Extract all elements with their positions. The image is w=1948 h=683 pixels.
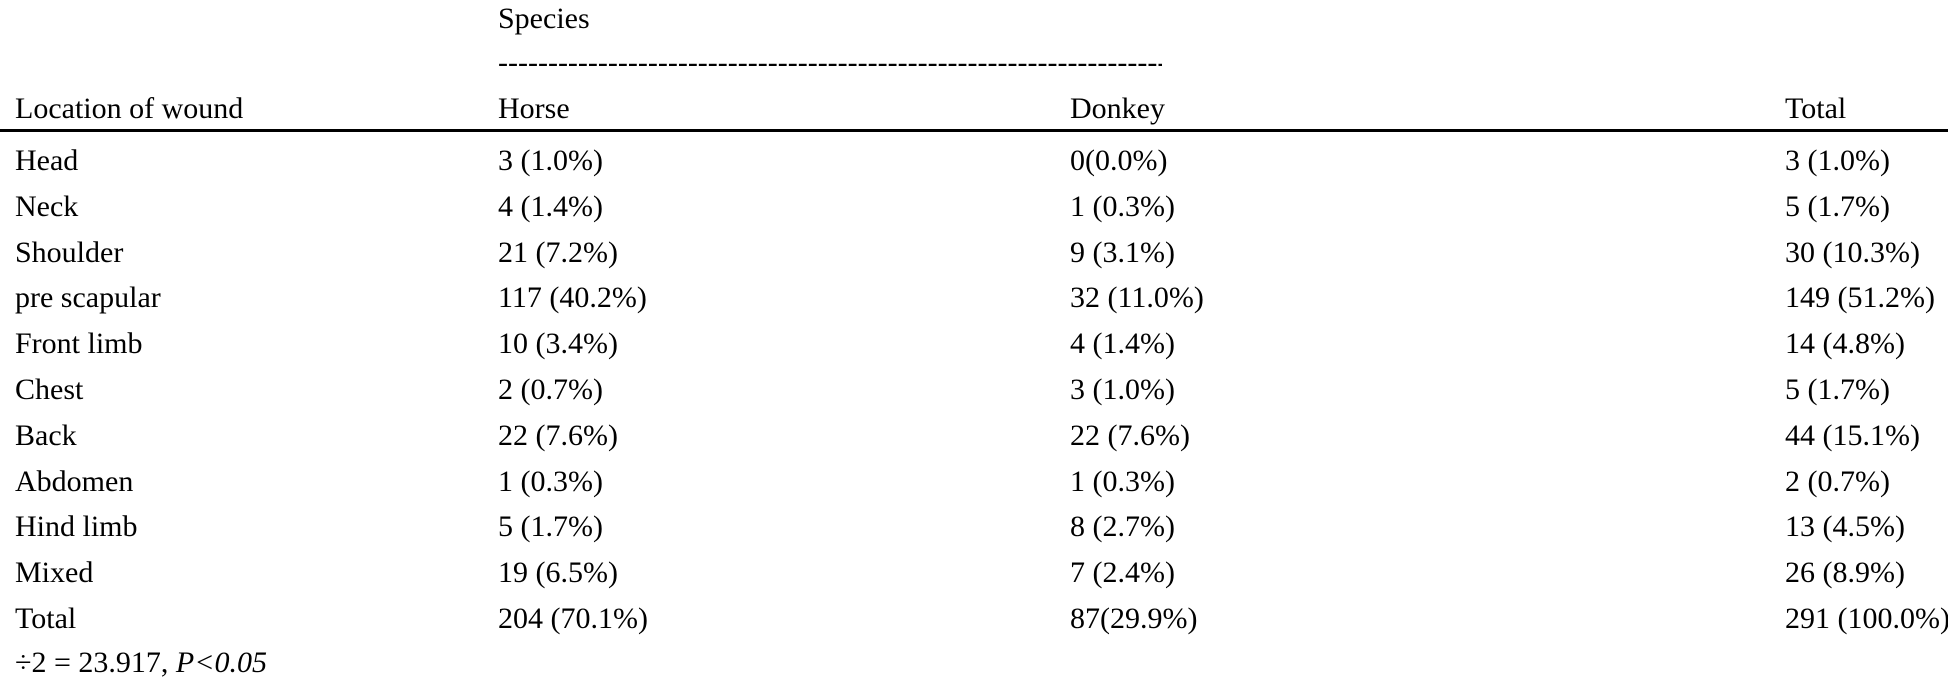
row-horse-value: 3 (1.0%)	[498, 144, 603, 177]
row-location: Total	[15, 602, 77, 635]
row-location: Shoulder	[15, 236, 124, 269]
row-horse-value: 5 (1.7%)	[498, 510, 603, 543]
row-total-value: 13 (4.5%)	[1785, 510, 1905, 543]
chi-square-statistic: ÷2 = 23.917,	[15, 646, 176, 679]
row-total-value: 291 (100.0%)	[1785, 602, 1948, 635]
row-total-value: 149 (51.2%)	[1785, 281, 1935, 314]
row-donkey-value: 9 (3.1%)	[1070, 236, 1175, 269]
row-total-value: 3 (1.0%)	[1785, 144, 1890, 177]
row-donkey-value: 7 (2.4%)	[1070, 556, 1175, 589]
row-total-value: 26 (8.9%)	[1785, 556, 1905, 589]
row-location: Hind limb	[15, 510, 138, 543]
row-location: Back	[15, 419, 77, 452]
row-donkey-value: 8 (2.7%)	[1070, 510, 1175, 543]
column-header-total: Total	[1785, 92, 1847, 125]
row-horse-value: 2 (0.7%)	[498, 373, 603, 406]
row-total-value: 2 (0.7%)	[1785, 465, 1890, 498]
row-horse-value: 117 (40.2%)	[498, 281, 647, 314]
row-donkey-value: 0(0.0%)	[1070, 144, 1168, 177]
table-row: pre scapular 117 (40.2%) 32 (11.0%) 149 …	[0, 281, 1948, 315]
row-location: Abdomen	[15, 465, 134, 498]
table-row: Hind limb 5 (1.7%) 8 (2.7%) 13 (4.5%)	[0, 510, 1948, 544]
row-location: pre scapular	[15, 281, 161, 314]
table-row: Front limb 10 (3.4%) 4 (1.4%) 14 (4.8%)	[0, 327, 1948, 361]
row-donkey-value: 32 (11.0%)	[1070, 281, 1204, 314]
species-dashed-separator: ----------------------------------------…	[498, 46, 1162, 79]
row-total-value: 14 (4.8%)	[1785, 327, 1905, 360]
chi-square-footnote: ÷2 = 23.917, P<0.05	[15, 646, 267, 680]
column-header-location: Location of wound	[15, 92, 244, 125]
table-row: Abdomen 1 (0.3%) 1 (0.3%) 2 (0.7%)	[0, 465, 1948, 499]
row-horse-value: 1 (0.3%)	[498, 465, 603, 498]
column-header-donkey: Donkey	[1070, 92, 1165, 125]
row-donkey-value: 1 (0.3%)	[1070, 190, 1175, 223]
table-row: Head 3 (1.0%) 0(0.0%) 3 (1.0%)	[0, 144, 1948, 178]
row-total-value: 30 (10.3%)	[1785, 236, 1920, 269]
row-donkey-value: 4 (1.4%)	[1070, 327, 1175, 360]
table-row-total: Total 204 (70.1%) 87(29.9%) 291 (100.0%)	[0, 602, 1948, 636]
row-donkey-value: 87(29.9%)	[1070, 602, 1198, 635]
table-row: Neck 4 (1.4%) 1 (0.3%) 5 (1.7%)	[0, 190, 1948, 224]
row-total-value: 5 (1.7%)	[1785, 190, 1890, 223]
row-total-value: 5 (1.7%)	[1785, 373, 1890, 406]
row-horse-value: 10 (3.4%)	[498, 327, 618, 360]
column-header-horse: Horse	[498, 92, 570, 125]
row-location: Chest	[15, 373, 84, 406]
table-row: Mixed 19 (6.5%) 7 (2.4%) 26 (8.9%)	[0, 556, 1948, 590]
row-horse-value: 22 (7.6%)	[498, 419, 618, 452]
row-location: Front limb	[15, 327, 143, 360]
table-row: Chest 2 (0.7%) 3 (1.0%) 5 (1.7%)	[0, 373, 1948, 407]
row-donkey-value: 3 (1.0%)	[1070, 373, 1175, 406]
row-donkey-value: 1 (0.3%)	[1070, 465, 1175, 498]
row-total-value: 44 (15.1%)	[1785, 419, 1920, 452]
row-location: Head	[15, 144, 79, 177]
row-location: Mixed	[15, 556, 94, 589]
row-horse-value: 19 (6.5%)	[498, 556, 618, 589]
row-horse-value: 204 (70.1%)	[498, 602, 648, 635]
table-header-row: Location of wound Horse Donkey Total	[0, 92, 1948, 126]
row-horse-value: 4 (1.4%)	[498, 190, 603, 223]
table-row: Shoulder 21 (7.2%) 9 (3.1%) 30 (10.3%)	[0, 236, 1948, 270]
table-row: Back 22 (7.6%) 22 (7.6%) 44 (15.1%)	[0, 419, 1948, 453]
header-rule	[0, 129, 1948, 132]
p-value: P<0.05	[175, 646, 267, 679]
row-horse-value: 21 (7.2%)	[498, 236, 618, 269]
row-donkey-value: 22 (7.6%)	[1070, 419, 1190, 452]
row-location: Neck	[15, 190, 79, 223]
species-group-header: Species	[498, 2, 590, 35]
